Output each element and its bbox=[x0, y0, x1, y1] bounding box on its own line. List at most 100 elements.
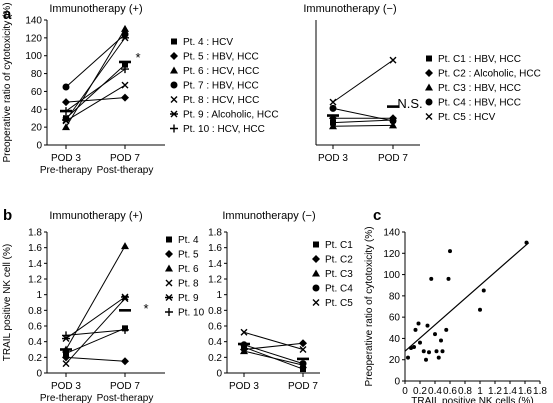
c-point bbox=[421, 349, 426, 354]
c-fit-line bbox=[404, 242, 530, 352]
b_left-legend-marker-shape bbox=[166, 236, 172, 243]
b_right-point bbox=[299, 346, 307, 353]
c-xtick-label: 0 bbox=[402, 386, 408, 397]
a_left-point-shape bbox=[121, 81, 129, 89]
b_right-ytick-label: 1.4 bbox=[208, 259, 222, 270]
b_right-point-shape bbox=[299, 360, 307, 368]
a_left-point bbox=[121, 93, 129, 102]
a_right-category-label: POD 3 bbox=[318, 153, 348, 164]
b_left-point bbox=[62, 331, 70, 340]
c-point-shape bbox=[436, 355, 441, 360]
b_left-legend-marker bbox=[165, 250, 173, 258]
b_right-legend-marker-shape bbox=[312, 255, 320, 263]
c-point bbox=[434, 349, 439, 354]
a_left-ytick-label: 20 bbox=[31, 123, 43, 134]
a_left-category-sublabel: Pre-therapy bbox=[40, 165, 92, 176]
c-point bbox=[440, 349, 445, 354]
c-ytick-label: 80 bbox=[389, 291, 401, 302]
c-ytick-label: 40 bbox=[389, 334, 401, 345]
a_right-point-shape bbox=[329, 98, 337, 106]
a_right-legend-marker-shape bbox=[425, 113, 433, 120]
b_right-legend-label: Pt. C2 bbox=[325, 255, 353, 266]
c-point bbox=[413, 327, 418, 332]
a_right-point bbox=[389, 117, 397, 125]
a_right-series-line bbox=[332, 119, 394, 124]
a_left-annotation: * bbox=[135, 50, 140, 65]
a_left-legend-marker-shape bbox=[170, 110, 178, 118]
b_right-legend-marker-shape bbox=[313, 241, 319, 248]
b_right-point bbox=[240, 328, 248, 336]
a_right-point bbox=[389, 121, 397, 129]
b_right-legend-marker-shape bbox=[312, 269, 320, 277]
a_left-point bbox=[121, 30, 129, 38]
a_left-legend-label: Pt. 5 : HBV, HCC bbox=[183, 52, 259, 63]
c-point bbox=[439, 338, 443, 343]
c-point-shape bbox=[427, 350, 431, 355]
b_left-point-shape bbox=[121, 357, 129, 366]
b_right-ytick-label: 1 bbox=[216, 290, 222, 301]
c-point-shape bbox=[478, 307, 482, 312]
c-point-shape bbox=[440, 349, 445, 354]
b_right-series-line bbox=[243, 331, 304, 350]
b_left-point bbox=[121, 242, 129, 250]
c-xtick-label: 0.4 bbox=[428, 386, 442, 397]
panel-letter-a: a bbox=[3, 6, 12, 23]
b_left-legend-label: Pt. 5 bbox=[178, 250, 199, 261]
a_right-legend-label: Pt. C3 : HBV, HCC bbox=[438, 83, 521, 94]
a_left-legend-marker bbox=[171, 38, 177, 45]
b_left-point-shape bbox=[62, 331, 70, 340]
a_left-legend-marker bbox=[170, 124, 178, 133]
a_right-point-shape bbox=[389, 117, 397, 125]
b_left-legend-marker-shape bbox=[165, 264, 173, 272]
a_left-point bbox=[62, 83, 70, 91]
a_right-legend-label: Pt. C1 : HBV, HCC bbox=[438, 54, 521, 65]
b_right-point bbox=[299, 360, 307, 368]
a_left-point-shape bbox=[121, 24, 129, 32]
b_left-legend-marker bbox=[165, 264, 173, 272]
a_left-category-label: POD 3 bbox=[51, 153, 81, 164]
a_left-legend-marker-shape bbox=[170, 66, 178, 74]
a_left-ylabel: Preoperative ratio of cytotoxicity (%) bbox=[2, 2, 13, 162]
a_left-ytick-label: 100 bbox=[25, 51, 42, 62]
c-point bbox=[412, 344, 416, 349]
a_right-point-shape bbox=[329, 122, 337, 130]
b_right-point-shape bbox=[300, 366, 306, 373]
b_left-legend-marker-shape bbox=[165, 294, 173, 301]
b_right-legend-label: Pt. C4 bbox=[325, 284, 353, 295]
a_left-point bbox=[121, 65, 129, 74]
b_left-ytick-label: 0.8 bbox=[28, 306, 42, 317]
c-xlabel: TRAIL positive NK cells (%) bbox=[411, 396, 533, 403]
a_right-point-shape bbox=[389, 121, 397, 129]
c-point bbox=[444, 327, 449, 332]
a_left-ytick-label: 80 bbox=[31, 69, 43, 80]
b_left-legend-label: Pt. 10 bbox=[178, 308, 205, 319]
b_left-series-line bbox=[65, 329, 126, 336]
c-ytick-label: 20 bbox=[389, 355, 401, 366]
c-xtick-label: 1.6 bbox=[518, 386, 532, 397]
a_right-legend-marker bbox=[425, 98, 433, 106]
c-xtick-label: 0.2 bbox=[413, 386, 427, 397]
a_left-point-shape bbox=[121, 93, 129, 102]
b_right-legend-marker-shape bbox=[312, 299, 320, 306]
a_left-legend-label: Pt. 7 : HBV, HCC bbox=[183, 81, 259, 92]
b_left-ytick-label: 0.2 bbox=[28, 353, 42, 364]
b_right-title: Immunotherapy (−) bbox=[222, 210, 315, 222]
c-point bbox=[429, 276, 434, 281]
c-point bbox=[436, 355, 441, 360]
b_right-legend-marker bbox=[312, 255, 320, 263]
c-point bbox=[481, 288, 486, 293]
b_right-ytick-label: 1.6 bbox=[208, 243, 222, 254]
b_left-legend-marker-shape bbox=[165, 308, 173, 316]
b_left-legend-label: Pt. 6 bbox=[178, 264, 199, 275]
a_left-category-sublabel: Post-therapy bbox=[97, 165, 154, 176]
b_left-ytick-label: 1.4 bbox=[28, 259, 42, 270]
panel-letter-b: b bbox=[3, 207, 12, 224]
c-point-shape bbox=[413, 327, 418, 332]
b_left-legend-marker-shape bbox=[165, 250, 173, 258]
b_left-series-line bbox=[65, 296, 126, 339]
b_left-legend-marker bbox=[165, 308, 173, 316]
b_left-legend-marker-shape bbox=[165, 279, 173, 287]
b_right-ytick-label: 0 bbox=[216, 369, 222, 380]
a_left-legend-marker-shape bbox=[170, 81, 178, 89]
